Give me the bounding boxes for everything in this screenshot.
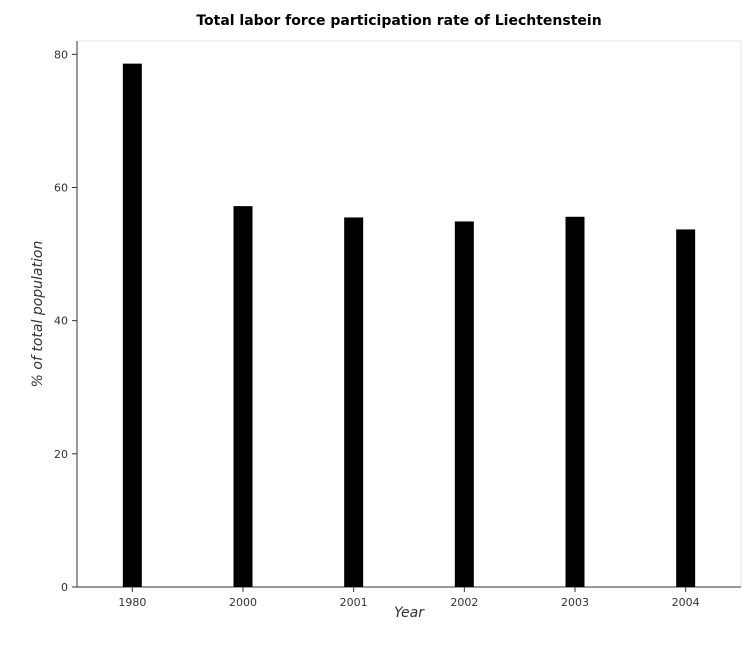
- x-axis-ticks: 1980 2000 2001 2002 2003 2004: [118, 587, 700, 609]
- bar-2000: [233, 206, 253, 587]
- y-tick-label: 60: [54, 181, 68, 194]
- bar-2003: [565, 216, 585, 587]
- x-tick-label: 2004: [672, 596, 700, 609]
- y-axis-label: % of total population: [30, 241, 46, 388]
- plot-frame: [76, 40, 742, 588]
- x-tick-label: 1980: [118, 596, 146, 609]
- bar-2004: [676, 229, 696, 587]
- y-tick-label: 0: [61, 581, 68, 594]
- y-tick-label: 20: [54, 448, 68, 461]
- bar-2001: [344, 217, 364, 587]
- y-axis-ticks: 0 20 40 60 80: [54, 48, 77, 594]
- y-tick-label: 40: [54, 315, 68, 328]
- x-tick-label: 2002: [450, 596, 478, 609]
- bar-2002: [454, 221, 474, 587]
- x-tick-label: 2003: [561, 596, 589, 609]
- x-tick-label: 2001: [340, 596, 368, 609]
- bars: [122, 63, 696, 587]
- x-axis-label: Year: [394, 605, 425, 621]
- chart-title: Total labor force participation rate of …: [196, 13, 601, 29]
- x-tick-label: 2000: [229, 596, 257, 609]
- y-tick-label: 80: [54, 48, 68, 61]
- bar-1980: [122, 63, 142, 587]
